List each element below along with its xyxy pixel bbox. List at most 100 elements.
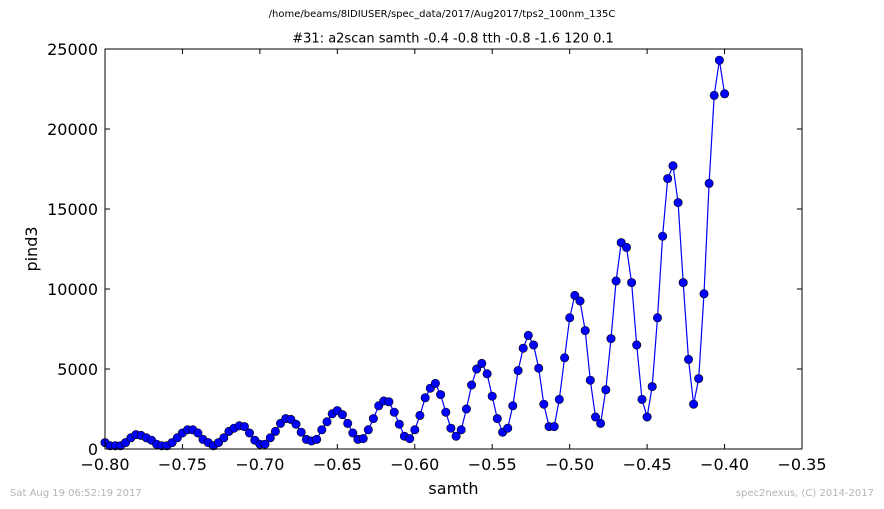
data-point	[554, 394, 564, 404]
data-point	[368, 414, 378, 424]
data-point	[456, 425, 466, 435]
x-tick-label: −0.55	[468, 455, 517, 474]
x-tick-label: −0.70	[235, 455, 284, 474]
data-point	[529, 340, 539, 350]
data-point	[260, 439, 270, 449]
y-tick-label: 10000	[47, 280, 98, 299]
data-point	[461, 404, 471, 414]
data-point	[694, 374, 704, 384]
data-point	[565, 313, 575, 323]
data-point	[343, 418, 353, 428]
data-point	[492, 414, 502, 424]
data-point	[720, 89, 730, 99]
data-point	[436, 390, 446, 400]
data-point	[337, 410, 347, 420]
data-point	[642, 412, 652, 422]
data-point	[560, 353, 570, 363]
data-point	[441, 407, 451, 417]
data-point	[647, 382, 657, 392]
data-point	[632, 340, 642, 350]
data-point	[348, 428, 358, 438]
data-point	[585, 375, 595, 385]
x-axis-label: samth	[428, 479, 478, 498]
data-point	[446, 423, 456, 433]
file-path-suptitle: /home/beams/8IDIUSER/spec_data/2017/Aug2…	[268, 9, 616, 20]
y-tick-label: 0	[88, 440, 98, 459]
data-point	[193, 428, 203, 438]
data-point	[580, 326, 590, 336]
data-point	[668, 161, 678, 171]
data-point	[513, 366, 523, 376]
data-point	[637, 394, 647, 404]
footer-credit: spec2nexus, (C) 2014-2017	[735, 488, 874, 499]
data-point	[405, 434, 415, 444]
y-tick-label: 20000	[47, 120, 98, 139]
x-tick-label: −0.50	[545, 455, 594, 474]
data-point	[699, 289, 709, 299]
data-point	[291, 419, 301, 429]
plot-area-frame	[104, 48, 803, 450]
data-point	[245, 428, 255, 438]
data-point	[534, 363, 544, 373]
data-point	[601, 385, 611, 395]
data-point	[322, 417, 332, 427]
x-tick-label: −0.35	[777, 455, 826, 474]
data-point	[663, 174, 673, 184]
x-tick-label: −0.40	[700, 455, 749, 474]
data-point	[389, 407, 399, 417]
data-point	[575, 296, 585, 306]
data-point	[467, 380, 477, 390]
data-point	[487, 391, 497, 401]
data-point	[503, 423, 513, 433]
axis-ticks: −0.80 −0.75 −0.70 −0.65 −0.60 −0.55 −0.50 −0.45…	[47, 40, 826, 474]
data-point	[606, 334, 616, 344]
data-point	[683, 354, 693, 364]
data-point	[704, 178, 714, 188]
data-point	[482, 369, 492, 379]
series-line	[104, 60, 726, 447]
data-point	[570, 290, 580, 300]
data-point	[627, 278, 637, 288]
chart-title: #31: a2scan samth -0.4 -0.8 tth -0.8 -1.…	[292, 32, 614, 47]
x-tick-label: −0.45	[623, 455, 672, 474]
data-point	[384, 397, 394, 407]
data-point	[317, 425, 327, 435]
data-point	[523, 330, 533, 340]
data-point	[673, 198, 683, 208]
x-tick-label: −0.60	[390, 455, 439, 474]
data-point	[430, 378, 440, 388]
data-point	[539, 399, 549, 409]
data-point	[596, 418, 606, 428]
data-point	[239, 422, 249, 432]
data-point	[312, 434, 322, 444]
y-tick-label: 15000	[47, 200, 98, 219]
data-point	[518, 343, 528, 353]
x-tick-label: −0.80	[80, 455, 129, 474]
data-point	[472, 364, 482, 374]
data-point	[508, 401, 518, 411]
data-point	[363, 425, 373, 435]
data-point	[549, 422, 559, 432]
data-point	[652, 313, 662, 323]
data-point	[358, 434, 368, 444]
data-point	[451, 431, 461, 441]
data-point	[420, 393, 430, 403]
footer-timestamp: Sat Aug 19 06:52:19 2017	[10, 488, 142, 499]
data-point	[410, 425, 420, 435]
x-tick-label: −0.65	[313, 455, 362, 474]
data-point	[219, 433, 229, 443]
data-point	[658, 231, 668, 241]
y-axis-label: pind3	[22, 226, 41, 271]
data-point	[689, 399, 699, 409]
data-point	[714, 55, 724, 65]
y-tick-label: 25000	[47, 40, 98, 59]
data-point	[477, 358, 487, 368]
data-point	[265, 433, 275, 443]
data-point	[709, 90, 719, 100]
x-tick-label: −0.75	[158, 455, 207, 474]
series-layer	[100, 55, 730, 451]
y-tick-label: 5000	[57, 360, 98, 379]
data-point	[678, 278, 688, 288]
data-point	[415, 410, 425, 420]
